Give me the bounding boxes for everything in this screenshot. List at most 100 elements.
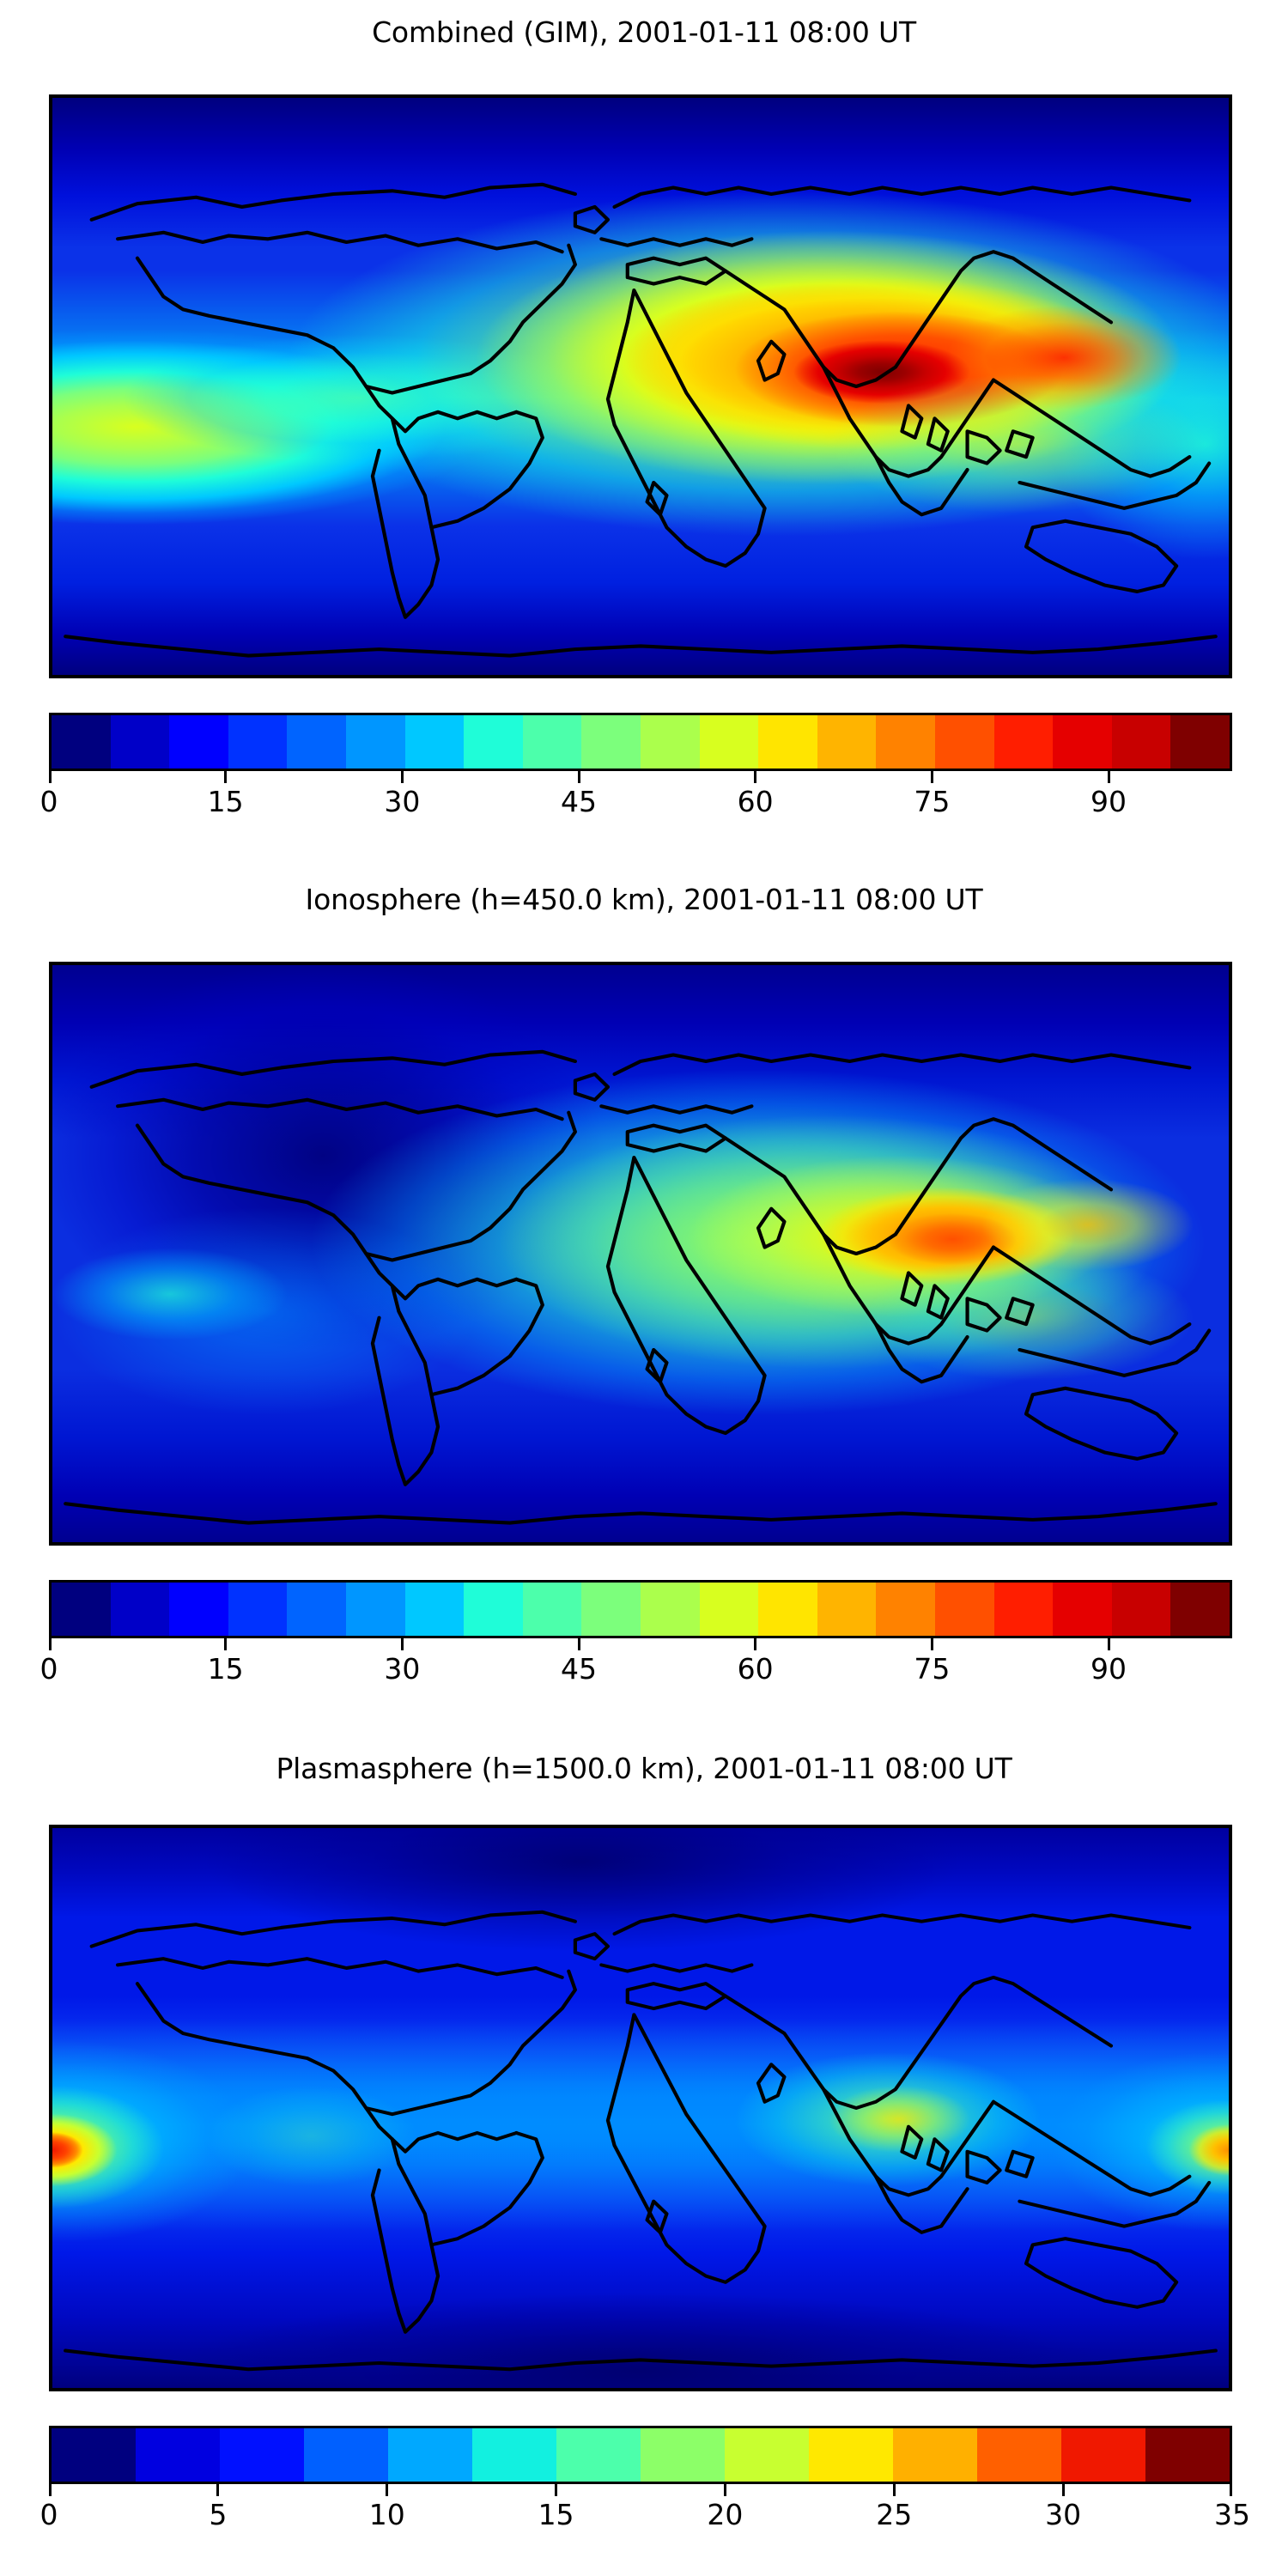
colorbar-segment <box>220 2428 304 2482</box>
colorbar-segment <box>404 1583 465 1636</box>
colorbar-tick-label: 90 <box>1091 785 1127 818</box>
colorbar-tick-label: 75 <box>914 1652 951 1686</box>
panel-ionosphere: Ionosphere (h=450.0 km), 2001-01-11 08:0… <box>0 867 1288 1726</box>
colorbar-segment <box>977 2428 1061 2482</box>
colorbar-segment <box>1145 2428 1230 2482</box>
colorbar-segment <box>640 715 700 769</box>
colorbar-segment <box>52 2428 136 2482</box>
colorbar-tick <box>577 1638 580 1650</box>
colorbar-segment <box>404 715 465 769</box>
colorbar-tick-label: 60 <box>737 785 774 818</box>
colorbar-combined: 0 15 30 45 60 75 90 <box>40 713 1232 828</box>
colorbar-tick <box>577 771 580 783</box>
colorbar-tick <box>723 2484 726 2496</box>
colorbar-tick <box>1107 1638 1110 1650</box>
colorbar-segment <box>228 1583 288 1636</box>
colorbar-segment <box>809 2428 893 2482</box>
colorbar-tick <box>555 2484 558 2496</box>
colorbar-segment <box>1170 1583 1230 1636</box>
colorbar-ionosphere: 0 15 30 45 60 75 90 <box>40 1580 1232 1695</box>
colorbar-tick-label: 0 <box>39 2498 58 2531</box>
colorbar-segment <box>993 1583 1054 1636</box>
colorbar-tick <box>400 771 404 783</box>
colorbar-segment <box>522 1583 582 1636</box>
colorbar-gradient-ionosphere <box>49 1580 1232 1638</box>
map-combined <box>49 94 1232 678</box>
colorbar-tick-label: 5 <box>209 2498 228 2531</box>
colorbar-tick <box>754 771 757 783</box>
colorbar-segment <box>169 1583 228 1636</box>
colorbar-tick-label: 45 <box>561 785 597 818</box>
colorbar-segment <box>699 715 759 769</box>
coastlines-plasmasphere <box>52 1828 1229 2388</box>
colorbar-segment <box>893 2428 977 2482</box>
colorbar-segment <box>136 2428 220 2482</box>
colorbar-segment <box>52 1583 111 1636</box>
colorbar-segment <box>472 2428 556 2482</box>
colorbar-segment <box>1170 715 1230 769</box>
colorbar-tick-label: 30 <box>384 1652 421 1686</box>
colorbar-segment <box>345 1583 405 1636</box>
colorbar-segment <box>287 1583 346 1636</box>
colorbar-tick <box>754 1638 757 1650</box>
colorbar-tick-label: 75 <box>914 785 951 818</box>
colorbar-segment <box>934 715 994 769</box>
colorbar-gradient-combined <box>49 713 1232 771</box>
colorbar-segment <box>876 1583 935 1636</box>
colorbar-ticks-plasmasphere <box>49 2484 1232 2496</box>
colorbar-segment <box>52 715 111 769</box>
colorbar-tick-label: 0 <box>39 1652 58 1686</box>
colorbar-tick-label: 25 <box>876 2498 913 2531</box>
colorbar-tick <box>930 771 933 783</box>
colorbar-ticklabels-ionosphere: 0 15 30 45 60 75 90 <box>40 1650 1232 1695</box>
coastlines-combined <box>52 98 1229 675</box>
colorbar-segment <box>641 2428 725 2482</box>
colorbar-tick <box>930 1638 933 1650</box>
colorbar-segment <box>640 1583 700 1636</box>
colorbar-segment <box>1111 1583 1171 1636</box>
colorbar-segment <box>934 1583 994 1636</box>
colorbar-segment <box>1053 1583 1112 1636</box>
colorbar-ticklabels-combined: 0 15 30 45 60 75 90 <box>40 783 1232 828</box>
colorbar-tick <box>1230 2484 1232 2496</box>
colorbar-segment <box>464 1583 523 1636</box>
colorbar-tick-label: 15 <box>207 1652 244 1686</box>
colorbar-segment <box>110 715 170 769</box>
colorbar-tick-label: 15 <box>207 785 244 818</box>
colorbar-tick <box>1061 2484 1065 2496</box>
panel-title-plasmasphere: Plasmasphere (h=1500.0 km), 2001-01-11 0… <box>276 1752 1012 1785</box>
colorbar-segment <box>464 715 523 769</box>
colorbar-segment <box>581 1583 641 1636</box>
colorbar-tick-label: 45 <box>561 1652 597 1686</box>
colorbar-segment <box>228 715 288 769</box>
colorbar-tick-label: 0 <box>39 785 58 818</box>
colorbar-tick <box>892 2484 896 2496</box>
colorbar-ticks-ionosphere <box>49 1638 1232 1650</box>
panel-plasmasphere: Plasmasphere (h=1500.0 km), 2001-01-11 0… <box>0 1735 1288 2576</box>
colorbar-segment <box>522 715 582 769</box>
colorbar-segment <box>388 2428 472 2482</box>
colorbar-tick-label: 30 <box>384 785 421 818</box>
colorbar-tick <box>386 2484 389 2496</box>
colorbar-segment <box>876 715 935 769</box>
panel-title-ionosphere: Ionosphere (h=450.0 km), 2001-01-11 08:0… <box>305 883 983 916</box>
colorbar-tick-label: 35 <box>1214 2498 1250 2531</box>
colorbar-tick-label: 60 <box>737 1652 774 1686</box>
tec-field-combined <box>52 98 1229 675</box>
colorbar-segment <box>758 715 817 769</box>
colorbar-segment <box>817 715 877 769</box>
colorbar-tick-label: 15 <box>538 2498 574 2531</box>
colorbar-segment <box>1061 2428 1145 2482</box>
colorbar-tick-label: 20 <box>707 2498 744 2531</box>
colorbar-ticks-combined <box>49 771 1232 783</box>
colorbar-segment <box>169 715 228 769</box>
colorbar-segment <box>725 2428 809 2482</box>
colorbar-tick-label: 90 <box>1091 1652 1127 1686</box>
colorbar-segment <box>993 715 1054 769</box>
colorbar-tick <box>224 1638 228 1650</box>
colorbar-segment <box>758 1583 817 1636</box>
colorbar-segment <box>304 2428 388 2482</box>
colorbar-plasmasphere: 0 5 10 15 20 25 30 35 <box>40 2426 1250 2541</box>
colorbar-gradient-plasmasphere <box>49 2426 1232 2484</box>
colorbar-segment <box>556 2428 641 2482</box>
